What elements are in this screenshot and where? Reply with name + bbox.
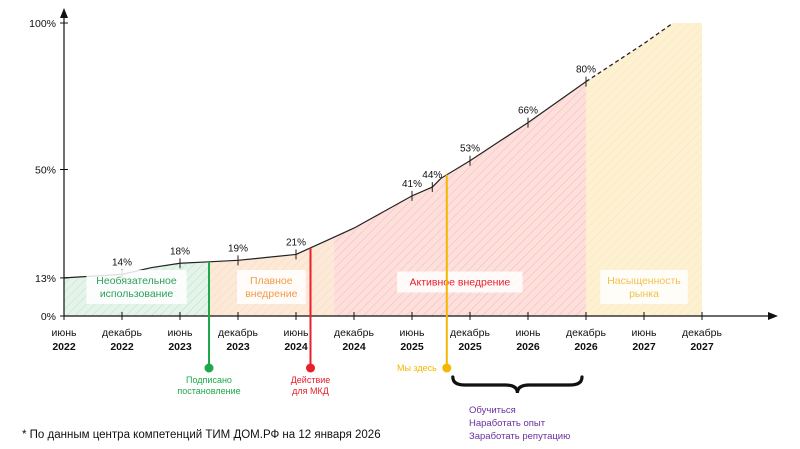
point-label: 41% <box>402 179 422 190</box>
x-tick-year: 2022 <box>52 341 76 353</box>
phase-label-box <box>237 270 306 304</box>
event-label: для МКД <box>292 386 329 396</box>
x-tick-year: 2026 <box>574 341 598 353</box>
event-dot <box>204 363 214 373</box>
point-label: 21% <box>286 237 306 248</box>
point-label: 53% <box>460 144 480 155</box>
brace-items: Обучиться Наработать опыт Заработать реп… <box>469 404 570 443</box>
x-tick-month: июнь <box>167 327 193 339</box>
x-tick-month: декабрь <box>334 327 374 339</box>
x-tick-year: 2023 <box>168 341 192 353</box>
point-label: 66% <box>518 106 538 117</box>
event-dot <box>442 363 452 373</box>
x-tick-year: 2027 <box>690 341 714 353</box>
x-tick-year: 2025 <box>400 341 424 353</box>
event-dot <box>306 363 315 373</box>
point-label: 18% <box>170 246 190 257</box>
y-tick-label: 50% <box>35 165 56 177</box>
y-tick-label: 100% <box>29 18 56 30</box>
projection-line <box>585 22 674 83</box>
x-tick-year: 2022 <box>110 341 134 353</box>
phase-label: использование <box>100 288 174 300</box>
phase-area <box>586 23 702 316</box>
point-label: 80% <box>576 65 596 76</box>
y-tick-label: 13% <box>35 273 56 285</box>
phase-label: рынка <box>629 288 659 300</box>
curly-brace <box>451 375 584 394</box>
phase-label-box <box>397 271 523 293</box>
x-tick-month: декабрь <box>102 327 142 339</box>
phase-label: Насыщенность <box>607 275 681 287</box>
phase-label: Необязательное <box>96 275 177 287</box>
phase-label-box <box>600 270 688 304</box>
event-label: Мы здесь <box>397 363 437 373</box>
x-tick-month: декабрь <box>450 327 490 339</box>
y-axis-arrow <box>60 8 68 18</box>
x-tick-year: 2025 <box>458 341 482 353</box>
event-label: Подписано <box>186 375 232 385</box>
point-label: 19% <box>228 243 248 254</box>
x-tick-year: 2026 <box>516 341 540 353</box>
event-label: постановление <box>177 386 240 396</box>
x-tick-year: 2023 <box>226 341 250 353</box>
x-tick-month: июнь <box>515 327 541 339</box>
x-tick-year: 2024 <box>284 341 308 353</box>
x-tick-year: 2024 <box>342 341 366 353</box>
series-line <box>63 81 587 279</box>
brace-item: Заработать репутацию <box>469 431 571 442</box>
phase-area <box>333 81 586 316</box>
x-tick-month: декабрь <box>566 327 606 339</box>
x-tick-month: июнь <box>283 327 309 339</box>
x-tick-month: декабрь <box>682 327 722 339</box>
brace-item: Обучиться <box>469 405 516 416</box>
phase-label: внедрение <box>245 288 297 300</box>
point-label: 44% <box>422 170 442 181</box>
x-tick-year: 2027 <box>632 341 656 353</box>
point-label: 14% <box>112 257 132 268</box>
x-tick-month: июнь <box>51 327 77 339</box>
footnote: * По данным центра компетенций ТИМ ДОМ.Р… <box>22 429 381 441</box>
phase-label: Активное внедрение <box>410 277 511 289</box>
x-axis-arrow <box>768 312 778 320</box>
phase-label-box <box>86 270 187 304</box>
brace-item: Наработать опыт <box>469 418 546 429</box>
phase-label: Плавное <box>250 275 293 287</box>
x-tick-month: июнь <box>631 327 657 339</box>
x-tick-month: декабрь <box>218 327 258 339</box>
y-tick-label: 0% <box>41 311 56 323</box>
x-tick-month: июнь <box>399 327 425 339</box>
event-label: Действие <box>291 375 331 385</box>
